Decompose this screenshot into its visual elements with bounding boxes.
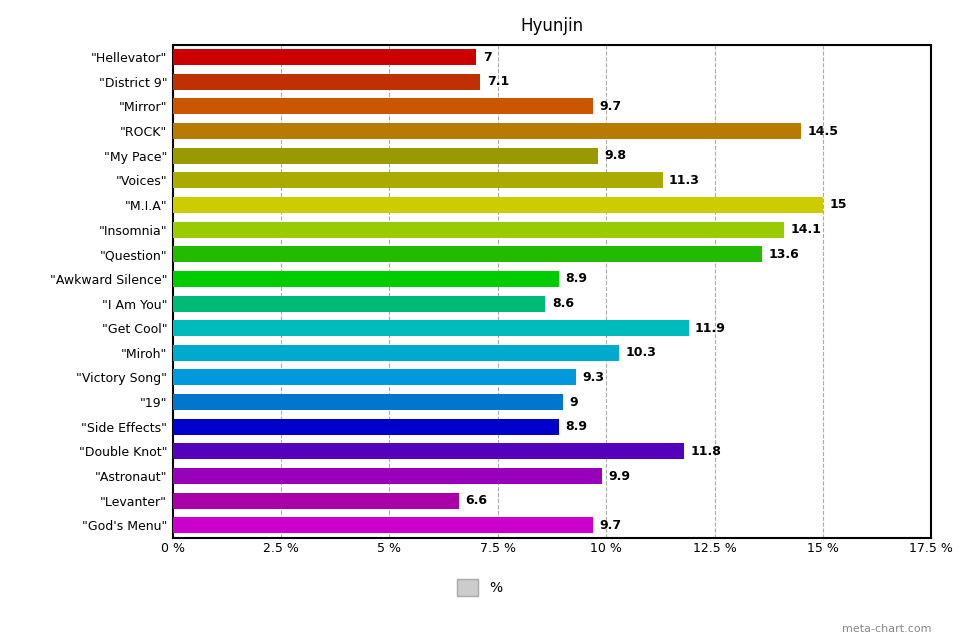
Bar	[173, 493, 459, 509]
Bar	[173, 172, 662, 188]
Text: 11.8: 11.8	[690, 445, 722, 458]
Bar	[173, 444, 684, 460]
Text: 9.7: 9.7	[600, 519, 622, 532]
Text: 9.7: 9.7	[600, 100, 622, 113]
Text: 7: 7	[483, 51, 492, 63]
Bar	[173, 246, 762, 262]
Text: 9.8: 9.8	[604, 149, 626, 162]
Text: 8.9: 8.9	[565, 273, 587, 285]
Bar	[173, 148, 597, 164]
Bar	[173, 394, 563, 410]
Text: 15: 15	[829, 198, 847, 211]
Text: 8.6: 8.6	[552, 297, 574, 310]
Bar	[173, 99, 593, 115]
Text: meta-chart.com: meta-chart.com	[842, 623, 931, 634]
Bar	[173, 468, 602, 484]
Legend: %: %	[452, 573, 508, 601]
Bar	[173, 296, 545, 312]
Bar	[173, 49, 476, 65]
Bar	[173, 271, 559, 287]
Text: 11.9: 11.9	[695, 322, 726, 335]
Text: 14.1: 14.1	[790, 223, 822, 236]
Text: 6.6: 6.6	[466, 494, 488, 507]
Bar	[173, 123, 802, 139]
Text: 9.9: 9.9	[609, 470, 631, 483]
Text: 9: 9	[569, 396, 578, 408]
Text: 10.3: 10.3	[626, 346, 657, 359]
Title: Hyunjin: Hyunjin	[520, 17, 584, 35]
Bar	[173, 369, 576, 385]
Text: 11.3: 11.3	[669, 174, 700, 187]
Bar	[173, 517, 593, 533]
Text: 7.1: 7.1	[487, 76, 509, 88]
Bar	[173, 345, 619, 361]
Text: 14.5: 14.5	[807, 125, 839, 138]
Bar	[173, 221, 784, 237]
Bar	[173, 197, 823, 213]
Text: 13.6: 13.6	[769, 248, 800, 260]
Bar	[173, 419, 559, 435]
Text: 8.9: 8.9	[565, 420, 587, 433]
Bar	[173, 74, 481, 90]
Bar	[173, 320, 688, 336]
Text: 9.3: 9.3	[583, 371, 605, 384]
